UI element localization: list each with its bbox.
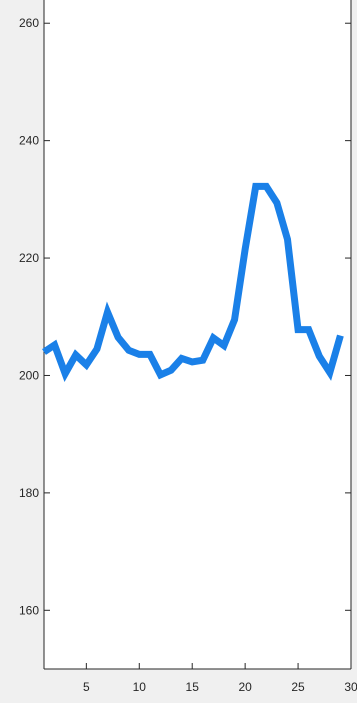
series-layer xyxy=(42,182,344,383)
y-tick-label: 180 xyxy=(19,486,39,500)
axes xyxy=(43,0,352,670)
x-tick-label: 25 xyxy=(291,680,305,694)
x-tick-label: 10 xyxy=(133,680,147,694)
x-tick-label: 15 xyxy=(186,680,200,694)
ticks xyxy=(44,22,352,669)
x-tick-label: 20 xyxy=(238,680,252,694)
y-tick-label: 240 xyxy=(19,134,39,148)
plot-area xyxy=(44,0,351,669)
x-tick-label: 30 xyxy=(344,680,357,694)
series-line xyxy=(42,182,344,383)
tick-labels: 160 180 200 220 240 260 5 10 15 20 25 30 xyxy=(19,16,357,694)
y-tick-label: 260 xyxy=(19,16,39,30)
y-tick-label: 220 xyxy=(19,251,39,265)
x-tick-label: 5 xyxy=(83,680,90,694)
y-tick-label: 200 xyxy=(19,368,39,382)
y-tick-label: 160 xyxy=(19,603,39,617)
